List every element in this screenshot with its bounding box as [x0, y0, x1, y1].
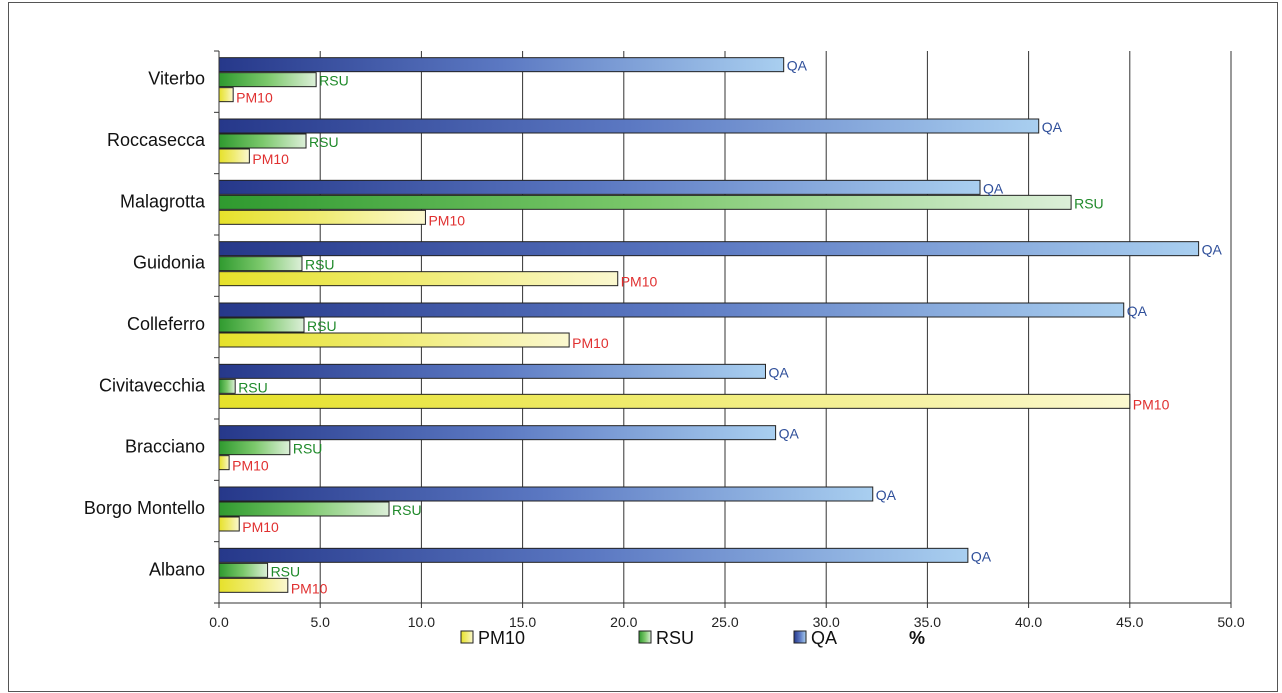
bar-label-rsu: RSU [271, 563, 301, 579]
legend-swatch-rsu [638, 630, 652, 644]
bar-rsu [218, 378, 236, 394]
bar-label-pm10: PM10 [1133, 396, 1170, 412]
data-labels: QARSUPM10QARSUPM10QARSUPM10QARSUPM10QARS… [232, 58, 1222, 597]
bar-rsu [218, 133, 307, 149]
bar-rsu [218, 72, 317, 88]
bar-label-qa: QA [779, 426, 800, 442]
bar-label-pm10: PM10 [232, 458, 269, 474]
bar-rsu [218, 501, 390, 517]
bar-rsu [218, 194, 1072, 210]
bar-label-qa: QA [983, 180, 1004, 196]
x-tick-label: 50.0 [1217, 614, 1244, 630]
bar-rsu [218, 562, 269, 578]
category-label: Viterbo [148, 69, 205, 89]
legend-label: QA [811, 628, 837, 648]
bar-qa [218, 363, 766, 379]
bar-label-pm10: PM10 [252, 151, 289, 167]
category-label: Roccasecca [107, 130, 206, 150]
bar-label-qa: QA [1042, 119, 1063, 135]
bar-label-pm10: PM10 [572, 335, 609, 351]
bar-pm10 [218, 271, 619, 287]
x-tick-label: 45.0 [1116, 614, 1143, 630]
legend-label: RSU [656, 628, 694, 648]
grid [218, 51, 1232, 603]
bar-label-pm10: PM10 [428, 212, 465, 228]
bar-label-rsu: RSU [293, 441, 323, 457]
bar-label-rsu: RSU [1074, 195, 1104, 211]
category-label: Malagrotta [120, 191, 206, 211]
bar-pm10 [218, 577, 289, 593]
bar-label-qa: QA [971, 548, 992, 564]
bar-label-qa: QA [1127, 303, 1148, 319]
axes: 0.0 5.0 10.0 15.0 20.0 25.0 30.0 35.0 40.0 45.0 50… [84, 50, 1245, 630]
x-tick-label: 25.0 [711, 614, 738, 630]
bar-label-qa: QA [768, 364, 789, 380]
bar-pm10 [218, 332, 570, 348]
unit-label: % [909, 628, 925, 648]
category-label: Colleferro [127, 314, 205, 334]
bar-qa [218, 425, 777, 441]
bar-pm10 [218, 148, 250, 164]
bar-label-rsu: RSU [319, 73, 349, 89]
bar-rsu [218, 317, 305, 333]
bar-label-rsu: RSU [392, 502, 422, 518]
chart-frame: QA RSU PM10 QA RSU PM10 QA RSU PM10 QA RSU PM10 QA RS… [8, 2, 1278, 692]
bar-qa [218, 302, 1125, 318]
bar-label-qa: QA [1202, 242, 1223, 258]
bar-label-rsu: RSU [309, 134, 339, 150]
legend-label: PM10 [478, 628, 525, 648]
bar-rsu [218, 256, 303, 272]
bar-chart: QARSUPM10QARSUPM10QARSUPM10QARSUPM10QARS… [84, 50, 1245, 648]
bar-label-qa: QA [787, 58, 808, 74]
bar-pm10 [218, 209, 426, 225]
bar-label-pm10: PM10 [236, 90, 273, 106]
x-tick-label: 5.0 [310, 614, 330, 630]
bar-qa [218, 57, 785, 73]
category-label: Bracciano [125, 437, 205, 457]
bar-label-rsu: RSU [305, 257, 335, 273]
category-label: Guidonia [133, 253, 206, 273]
legend: PM10 RSU QA% [460, 628, 925, 648]
bar-qa [218, 486, 874, 502]
bar-label-pm10: PM10 [621, 274, 658, 290]
bars [218, 57, 1200, 593]
bar-label-pm10: PM10 [291, 580, 328, 596]
x-tick-label: 20.0 [610, 614, 637, 630]
bar-label-qa: QA [876, 487, 897, 503]
bar-rsu [218, 440, 291, 456]
x-tick-label: 35.0 [914, 614, 941, 630]
x-tick-label: 40.0 [1015, 614, 1042, 630]
category-label: Borgo Montello [84, 498, 205, 518]
category-label: Civitavecchia [99, 375, 206, 395]
bar-pm10 [218, 516, 240, 532]
bar-qa [218, 241, 1200, 257]
x-tick-label: 0.0 [209, 614, 229, 630]
bar-qa [218, 547, 969, 563]
x-tick-label: 30.0 [813, 614, 840, 630]
bar-pm10 [218, 87, 234, 103]
bar-pm10 [218, 455, 230, 471]
bar-pm10 [218, 393, 1131, 409]
bar-qa [218, 179, 981, 195]
x-tick-label: 10.0 [408, 614, 435, 630]
legend-swatch-pm10 [460, 630, 474, 644]
bar-label-pm10: PM10 [242, 519, 279, 535]
legend-swatch-qa [793, 630, 807, 644]
bar-qa [218, 118, 1040, 134]
bar-label-rsu: RSU [307, 318, 337, 334]
bar-label-rsu: RSU [238, 379, 268, 395]
x-tick-label: 15.0 [509, 614, 536, 630]
category-label: Albano [149, 559, 205, 579]
